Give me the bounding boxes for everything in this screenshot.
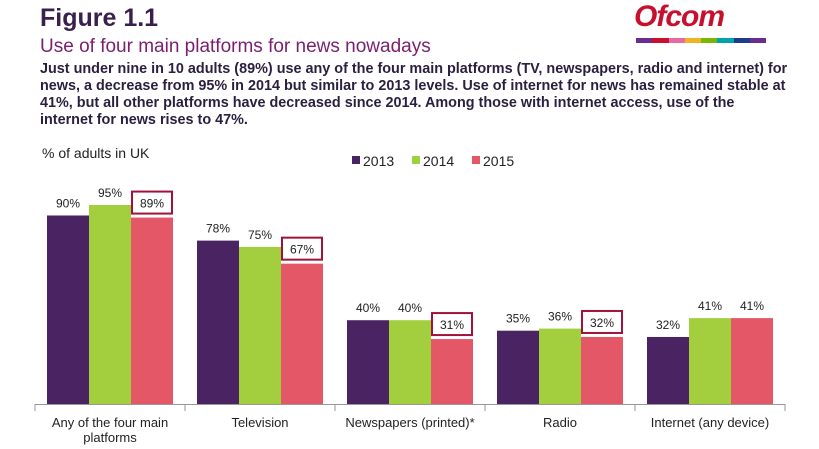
logo-strip-segment bbox=[668, 38, 685, 43]
category-label-3: Radio bbox=[543, 415, 577, 430]
value-label-2014-0: 95% bbox=[98, 186, 122, 200]
value-label-2014-4: 41% bbox=[698, 299, 722, 313]
bar-2015-4 bbox=[731, 318, 773, 404]
bar-2013-0 bbox=[47, 215, 89, 404]
category-label-4: Internet (any device) bbox=[651, 415, 770, 430]
chart-description: Just under nine in 10 adults (89%) use a… bbox=[40, 61, 788, 128]
logo-strip-segment bbox=[717, 38, 734, 43]
value-label-2014-2: 40% bbox=[398, 301, 422, 315]
value-label-2014-3: 36% bbox=[548, 310, 572, 324]
legend-label-2014: 2014 bbox=[423, 153, 454, 169]
bar-2015-2 bbox=[431, 339, 473, 404]
category-label-2: Newspapers (printed)* bbox=[345, 415, 474, 430]
legend-label-2015: 2015 bbox=[483, 153, 514, 169]
value-label-2015-4: 41% bbox=[740, 299, 764, 313]
category-label-0: Any of the four main bbox=[52, 415, 168, 430]
y-axis-label: % of adults in UK bbox=[42, 145, 150, 161]
logo-color-strip bbox=[636, 38, 766, 43]
category-label-0: platforms bbox=[83, 430, 137, 445]
highlight-box-3 bbox=[581, 309, 623, 334]
bar-2013-4 bbox=[647, 336, 689, 404]
logo-strip-segment bbox=[701, 38, 718, 43]
figure-label: Figure 1.1 bbox=[40, 4, 159, 32]
ofcom-logo: Ofcom bbox=[600, 0, 780, 50]
bar-2015-0 bbox=[131, 217, 173, 404]
highlight-box-1 bbox=[281, 236, 323, 261]
value-label-2013-4: 32% bbox=[656, 318, 680, 332]
value-label-2015-1: 67% bbox=[290, 243, 314, 257]
value-label-2013-1: 78% bbox=[206, 222, 230, 236]
ofcom-logo-text: Ofcom bbox=[634, 0, 725, 33]
bar-2014-0 bbox=[89, 205, 131, 404]
logo-strip-segment bbox=[733, 38, 750, 43]
legend-swatch-2013 bbox=[352, 156, 360, 164]
category-label-1: Television bbox=[231, 415, 288, 430]
value-label-2013-2: 40% bbox=[356, 301, 380, 315]
value-label-2015-3: 32% bbox=[590, 316, 614, 330]
highlight-box-2 bbox=[431, 312, 473, 337]
bar-2015-3 bbox=[581, 336, 623, 404]
logo-strip-segment bbox=[684, 38, 701, 43]
value-label-2015-0: 89% bbox=[140, 197, 164, 211]
bar-2013-1 bbox=[197, 240, 239, 404]
value-label-2013-3: 35% bbox=[506, 312, 530, 326]
bar-2014-1 bbox=[239, 246, 281, 404]
legend-swatch-2014 bbox=[412, 156, 420, 164]
logo-strip-segment bbox=[749, 38, 766, 43]
bar-2015-1 bbox=[281, 263, 323, 404]
value-label-2013-0: 90% bbox=[56, 196, 80, 210]
bar-2014-2 bbox=[389, 320, 431, 404]
value-label-2014-1: 75% bbox=[248, 228, 272, 242]
bar-2014-3 bbox=[539, 328, 581, 404]
chart-subtitle: Use of four main platforms for news nowa… bbox=[40, 36, 431, 57]
bar-2014-4 bbox=[689, 318, 731, 404]
value-label-2015-2: 31% bbox=[440, 318, 464, 332]
bar-2013-3 bbox=[497, 330, 539, 404]
highlight-box-0 bbox=[131, 190, 173, 215]
logo-strip-segment bbox=[636, 38, 653, 43]
logo-strip-segment bbox=[652, 38, 669, 43]
legend-label-2013: 2013 bbox=[363, 153, 394, 169]
bar-2013-2 bbox=[347, 320, 389, 404]
legend-swatch-2015 bbox=[472, 156, 480, 164]
